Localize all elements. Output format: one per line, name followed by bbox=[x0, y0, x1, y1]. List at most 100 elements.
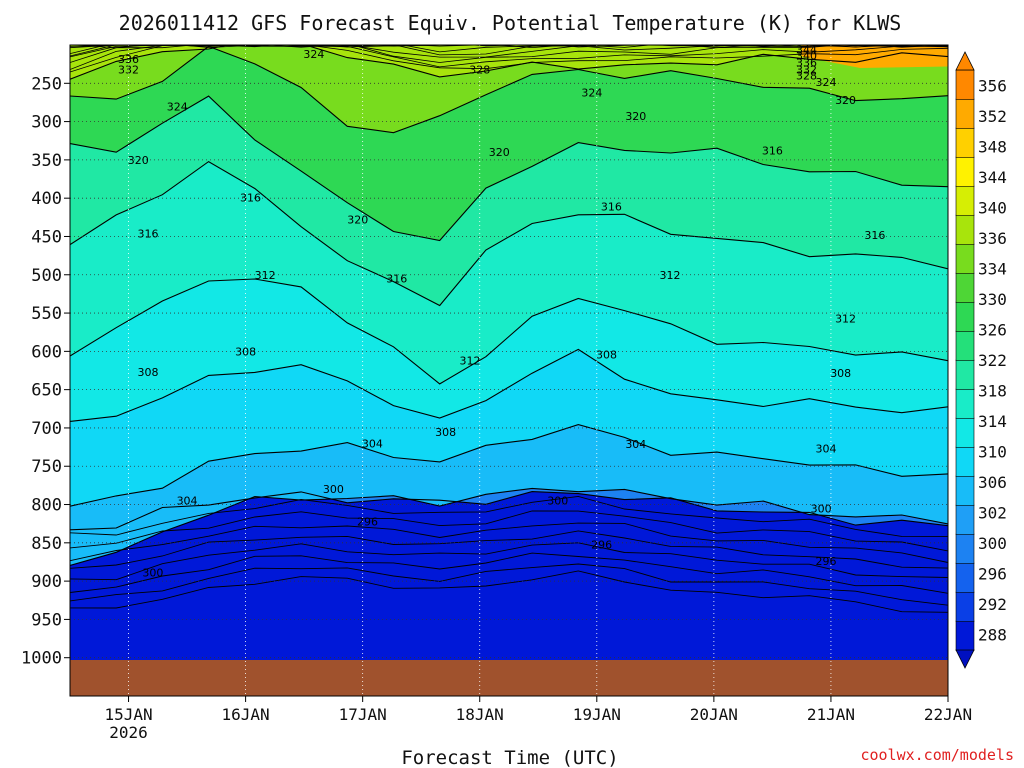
colorbar-min-arrow bbox=[955, 649, 975, 669]
contour-label: 296 bbox=[357, 515, 378, 528]
x-tick-label: 21JAN bbox=[807, 705, 855, 724]
contour-label: 304 bbox=[362, 437, 383, 450]
contour-300 bbox=[70, 487, 948, 567]
band-324 bbox=[70, 45, 948, 133]
y-tick-label: 250 bbox=[31, 74, 62, 94]
contour-label: 316 bbox=[864, 229, 885, 242]
contour-label: 328 bbox=[469, 64, 490, 77]
colorbar-label: 356 bbox=[978, 76, 1007, 95]
x-tick-label: 18JAN bbox=[456, 705, 504, 724]
y-tick-label: 900 bbox=[31, 572, 62, 592]
contour-label: 308 bbox=[235, 345, 256, 358]
contour-label: 332 bbox=[796, 64, 817, 77]
contour-low-2 bbox=[70, 522, 948, 563]
contour-label: 324 bbox=[816, 76, 837, 89]
y-tick-label: 700 bbox=[31, 419, 62, 439]
contour-label: 340 bbox=[796, 50, 817, 63]
contour-label: 320 bbox=[347, 214, 368, 227]
x-axis-label: Forecast Time (UTC) bbox=[401, 747, 618, 768]
contour-label: 308 bbox=[435, 426, 456, 439]
colorbar-swatch bbox=[955, 475, 975, 506]
contour-label: 300 bbox=[323, 483, 344, 496]
contour-label: 332 bbox=[118, 64, 139, 77]
contour-labels: 3363323243243283243203203443403363323283… bbox=[118, 45, 885, 580]
colorbar-label: 330 bbox=[978, 290, 1007, 309]
contour-label: 308 bbox=[138, 366, 159, 379]
contour-low-1 bbox=[70, 510, 948, 552]
contour-label: 324 bbox=[167, 100, 188, 113]
plot-area bbox=[70, 45, 948, 696]
x-tick-sublabel: 2026 bbox=[109, 723, 148, 742]
plot-frame bbox=[69, 44, 949, 697]
chart-title: 2026011412 GFS Forecast Equiv. Potential… bbox=[119, 11, 902, 35]
y-tick-label: 850 bbox=[31, 534, 62, 554]
contour-low-5 bbox=[70, 552, 948, 594]
colorbar-swatch bbox=[955, 446, 975, 477]
y-tick-label: 950 bbox=[31, 610, 62, 630]
colorbar-swatch bbox=[955, 69, 975, 100]
contour-high-8 bbox=[70, 45, 948, 48]
band-328 bbox=[70, 45, 948, 80]
colorbar-swatch bbox=[955, 533, 975, 564]
contour-320 bbox=[70, 95, 948, 242]
contour-label: 312 bbox=[835, 312, 856, 325]
colorbar-label: 318 bbox=[978, 382, 1007, 401]
contour-label: 300 bbox=[142, 567, 163, 580]
y-tick-label: 750 bbox=[31, 457, 62, 477]
y-tick-label: 400 bbox=[31, 189, 62, 209]
colorbar-swatch bbox=[955, 620, 975, 651]
x-tick-label: 15JAN bbox=[104, 705, 152, 724]
band-320 bbox=[70, 45, 948, 241]
colorbar-label: 300 bbox=[978, 534, 1007, 553]
x-tick-label: 22JAN bbox=[924, 705, 972, 724]
contour-low-0 bbox=[70, 495, 948, 538]
colorbar-swatch bbox=[955, 156, 975, 187]
contour-312 bbox=[70, 278, 948, 385]
contour-label: 316 bbox=[386, 273, 407, 286]
contour-label: 324 bbox=[303, 48, 324, 61]
colorbar-swatch bbox=[955, 591, 975, 622]
contour-label: 312 bbox=[659, 269, 680, 282]
colorbar-label: 288 bbox=[978, 626, 1007, 645]
contour-label: 300 bbox=[811, 502, 832, 515]
credit-link[interactable]: coolwx.com/models bbox=[860, 746, 1014, 764]
contour-high-6 bbox=[70, 45, 927, 49]
colorbar-label: 296 bbox=[978, 565, 1007, 584]
contour-label: 320 bbox=[835, 94, 856, 107]
x-tick-label: 17JAN bbox=[339, 705, 387, 724]
colorbar-label: 352 bbox=[978, 107, 1007, 126]
contour-label: 296 bbox=[591, 538, 612, 551]
colorbar-label: 310 bbox=[978, 443, 1007, 462]
contour-high-4 bbox=[70, 45, 948, 57]
colorbar-label: 326 bbox=[978, 320, 1007, 339]
colorbar-label: 340 bbox=[978, 198, 1007, 217]
y-tick-label: 350 bbox=[31, 151, 62, 171]
contour-label: 296 bbox=[816, 555, 837, 568]
contour-308 bbox=[70, 348, 948, 422]
terrain-below-surface bbox=[70, 660, 948, 696]
colorbar: 288 292 296 300 302 306 310 314 318 322 326 330 334 3… bbox=[955, 51, 1007, 669]
colorbar-swatch bbox=[955, 562, 975, 593]
x-tick-label: 19JAN bbox=[573, 705, 621, 724]
contour-high-2 bbox=[70, 45, 948, 63]
colorbar-label: 348 bbox=[978, 137, 1007, 156]
contour-label: 324 bbox=[581, 86, 602, 99]
x-tick-label: 20JAN bbox=[690, 705, 738, 724]
contour-label: 308 bbox=[596, 348, 617, 361]
y-tick-label: 1000 bbox=[21, 649, 62, 669]
colorbar-swatch bbox=[955, 330, 975, 361]
y-tick-label: 450 bbox=[31, 227, 62, 247]
colorbar-swatch bbox=[955, 214, 975, 245]
contour-label: 320 bbox=[625, 110, 646, 123]
contour-low-6 bbox=[70, 563, 948, 606]
colorbar-label: 322 bbox=[978, 351, 1007, 370]
x-tick-label: 16JAN bbox=[222, 705, 270, 724]
colorbar-label: 292 bbox=[978, 595, 1007, 614]
colorbar-swatch bbox=[955, 185, 975, 216]
colorbar-label: 336 bbox=[978, 229, 1007, 248]
y-tick-label: 550 bbox=[31, 304, 62, 324]
contour-label: 316 bbox=[762, 145, 783, 158]
colorbar-swatch bbox=[955, 388, 975, 419]
